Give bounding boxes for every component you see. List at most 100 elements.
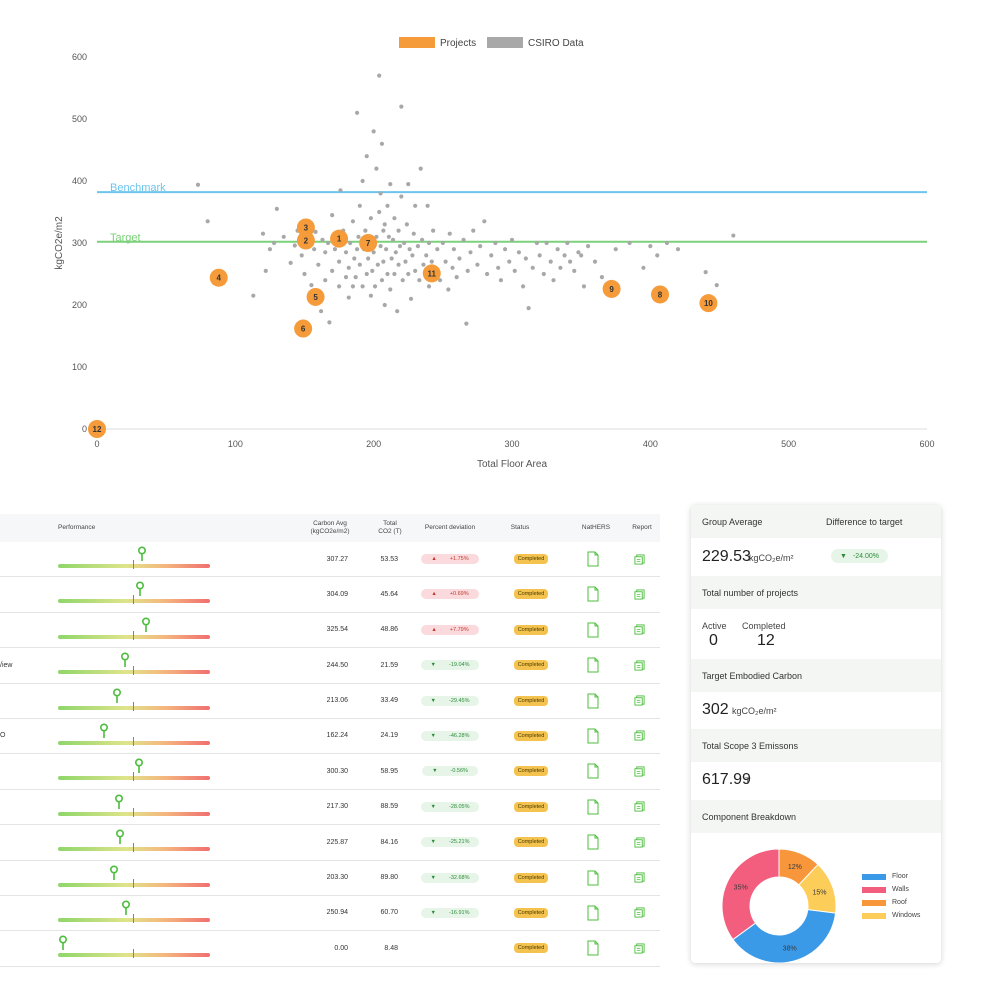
project-name-fragment[interactable] (0, 684, 42, 718)
project-name-fragment[interactable] (0, 896, 42, 930)
report-icon[interactable] (632, 577, 646, 611)
nathers-document-icon[interactable] (585, 754, 601, 788)
csiro-data-point (313, 229, 318, 234)
project-point-6[interactable]: 6 (294, 319, 313, 338)
project-point-5[interactable]: 5 (306, 287, 325, 306)
donut-legend-item[interactable]: Roof (862, 899, 920, 906)
project-point-12[interactable]: 12 (88, 420, 106, 438)
nathers-document-icon[interactable] (585, 542, 601, 576)
table-row[interactable]: 250.94 60.70 ▼ -16.91% Completed (0, 896, 660, 932)
csiro-data-point (418, 166, 423, 171)
report-icon[interactable] (632, 542, 646, 576)
report-icon[interactable] (632, 790, 646, 824)
project-name-fragment[interactable] (0, 790, 42, 824)
report-icon[interactable] (632, 896, 646, 930)
report-icon[interactable] (632, 719, 646, 753)
nathers-document-icon[interactable] (585, 790, 601, 824)
nathers-document-icon[interactable] (585, 825, 601, 859)
y-tick-label: 500 (72, 114, 87, 124)
project-point-8[interactable]: 8 (651, 285, 670, 304)
table-row[interactable]: 304.09 45.64 ▲ +0.69% Completed (0, 577, 660, 613)
csiro-data-point (371, 250, 376, 255)
project-name-fragment[interactable] (0, 754, 42, 788)
project-name-fragment[interactable] (0, 825, 42, 859)
header-performance[interactable]: Performance (58, 524, 96, 531)
project-name-fragment[interactable] (0, 861, 42, 895)
csiro-data-point (400, 278, 405, 283)
project-name-fragment[interactable]: O (0, 732, 6, 740)
header-total-co2[interactable]: Total CO2 (T) (378, 520, 402, 535)
table-row[interactable]: 203.30 89.80 ▼ -32.68% Completed (0, 861, 660, 896)
report-icon[interactable] (632, 931, 646, 965)
table-row[interactable]: O 162.24 24.19 ▼ -46.28% Completed (0, 719, 660, 755)
header-carbon-avg[interactable]: Carbon Avg (kgCO2e/m2) (310, 520, 350, 535)
csiro-data-point (548, 259, 553, 264)
target-tick (133, 701, 134, 711)
report-icon[interactable] (632, 648, 646, 682)
nathers-document-icon[interactable] (585, 684, 601, 718)
project-point-11[interactable]: 11 (422, 264, 441, 283)
project-point-2[interactable]: 2 (296, 231, 315, 250)
nathers-document-icon[interactable] (585, 719, 601, 753)
csiro-data-point (396, 228, 401, 233)
project-name-fragment[interactable] (0, 542, 42, 576)
project-point-7[interactable]: 7 (359, 234, 378, 252)
csiro-data-point (368, 293, 373, 298)
table-row[interactable]: /iew 244.50 21.59 ▼ -19.04% Completed (0, 648, 660, 684)
nathers-document-icon[interactable] (585, 648, 601, 682)
project-point-1[interactable]: 1 (330, 229, 349, 248)
table-row[interactable]: 213.06 33.49 ▼ -29.45% Completed (0, 684, 660, 719)
header-report[interactable]: Report (632, 524, 652, 531)
project-point-10[interactable]: 10 (699, 294, 718, 313)
donut-legend-item[interactable]: Floor (862, 873, 920, 880)
project-point-4[interactable]: 4 (209, 268, 228, 287)
donut-legend-item[interactable]: Windows (862, 912, 920, 919)
nathers-document-icon[interactable] (585, 577, 601, 611)
report-icon[interactable] (632, 861, 646, 895)
target-tick (133, 736, 134, 746)
scope3-unit: T (745, 776, 751, 786)
performance-gauge (58, 790, 210, 824)
table-row[interactable]: 325.54 48.86 ▲ +7.79% Completed (0, 613, 660, 649)
project-point-3[interactable]: 3 (296, 218, 315, 237)
project-name-fragment[interactable]: /iew (0, 661, 13, 669)
report-icon[interactable] (632, 684, 646, 718)
table-row[interactable]: 225.87 84.16 ▼ -25.21% Completed (0, 825, 660, 861)
triangle-down-icon: ▼ (430, 662, 436, 669)
donut-legend-item[interactable]: Walls (862, 886, 920, 893)
percent-deviation: ▼ -32.68% (420, 861, 480, 895)
report-icon[interactable] (632, 613, 646, 647)
csiro-data-point (386, 234, 391, 239)
table-row[interactable]: 0.00 8.48 Completed (0, 931, 660, 967)
deviation-value: -28.05% (448, 803, 470, 810)
csiro-data-point (381, 259, 386, 264)
csiro-data-point (366, 256, 371, 261)
nathers-document-icon[interactable] (585, 931, 601, 965)
project-point-label: 5 (313, 293, 318, 302)
header-nathers[interactable]: NatHERS (581, 524, 611, 531)
project-name-fragment[interactable] (0, 931, 42, 965)
nathers-document-icon[interactable] (585, 613, 601, 647)
status-text: Completed (513, 624, 549, 635)
csiro-data-point (585, 244, 591, 249)
csiro-data-point (360, 284, 365, 289)
project-point-9[interactable]: 9 (602, 279, 621, 298)
report-icon[interactable] (632, 825, 646, 859)
report-icon[interactable] (632, 754, 646, 788)
table-row[interactable]: 300.30 58.95 ▼ -0.56% Completed (0, 754, 660, 790)
table-row[interactable]: 217.30 88.59 ▼ -28.05% Completed (0, 790, 660, 826)
project-name-fragment[interactable] (0, 613, 42, 647)
table-row[interactable]: 307.27 53.53 ▲ +1.75% Completed (0, 542, 660, 578)
csiro-data-point (446, 287, 451, 292)
project-name-fragment[interactable] (0, 577, 42, 611)
performance-bar (58, 705, 210, 710)
csiro-data-point (530, 265, 535, 270)
total-co2: 33.49 (380, 697, 398, 705)
chart-legend[interactable]: Projects CSIRO Data (399, 37, 584, 49)
nathers-document-icon[interactable] (585, 861, 601, 895)
nathers-document-icon[interactable] (585, 896, 601, 930)
header-percent-deviation[interactable]: Percent deviation (424, 524, 476, 531)
header-status[interactable]: Status (510, 524, 530, 531)
csiro-data-point (388, 182, 393, 187)
